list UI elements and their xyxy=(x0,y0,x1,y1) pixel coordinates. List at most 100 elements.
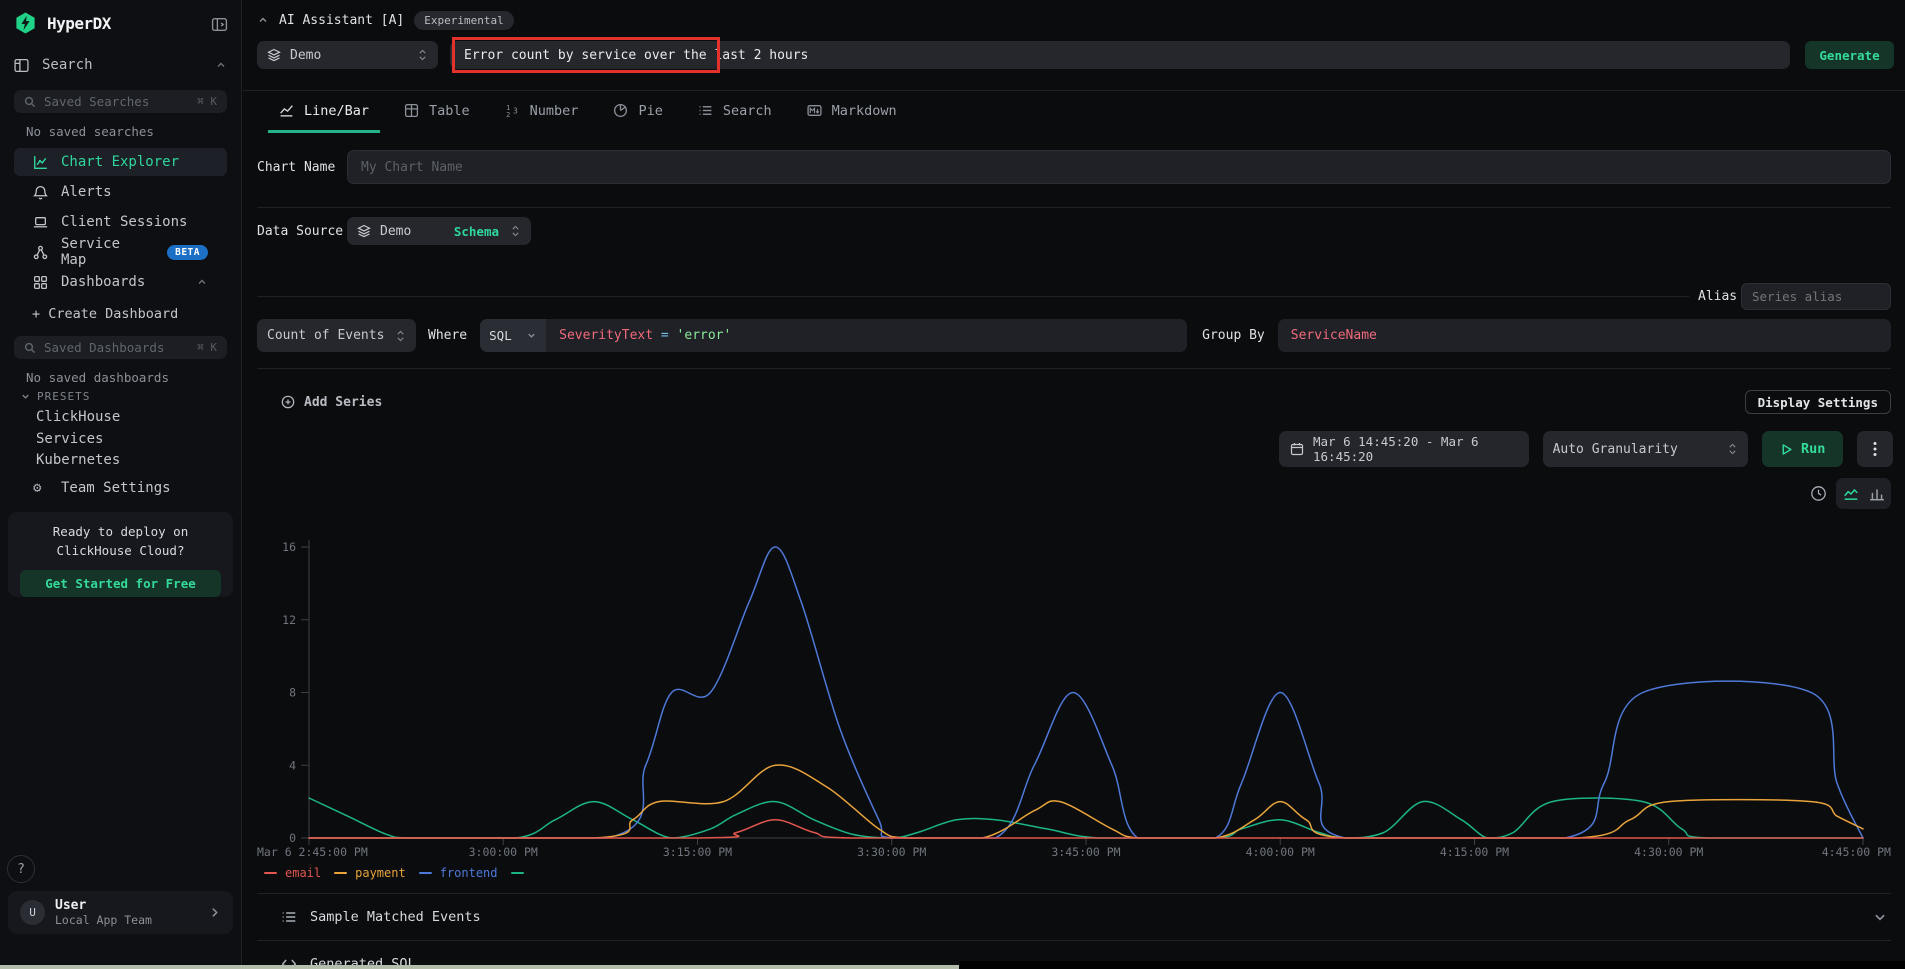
presets-label: PRESETS xyxy=(37,390,90,403)
sidebar-section-search[interactable]: Search xyxy=(14,52,227,78)
sidebar-item-team-settings[interactable]: ⚙ Team Settings xyxy=(14,474,227,502)
create-dashboard-button[interactable]: + Create Dashboard xyxy=(32,306,178,322)
tab-line-bar[interactable]: Line/Bar xyxy=(268,91,380,133)
shortcut-badge: ⌘ K xyxy=(197,341,217,354)
sql-operator-token: = xyxy=(661,328,669,343)
preset-item-clickhouse[interactable]: ClickHouse xyxy=(36,409,120,425)
layers-icon xyxy=(357,224,371,238)
user-menu[interactable]: U User Local App Team xyxy=(8,891,233,934)
line-chart-toggle-icon[interactable] xyxy=(1843,486,1859,502)
tab-search[interactable]: Search xyxy=(687,91,783,133)
chevron-down-icon xyxy=(526,330,537,341)
play-icon xyxy=(1780,443,1793,456)
time-range-value: Mar 6 14:45:20 - Mar 6 16:45:20 xyxy=(1313,434,1518,464)
chevron-up-icon xyxy=(215,59,227,71)
sidebar-item-alerts[interactable]: Alerts xyxy=(14,178,227,206)
time-range-picker[interactable]: Mar 6 14:45:20 - Mar 6 16:45:20 xyxy=(1279,431,1529,467)
ai-assistant-header[interactable]: AI Assistant [A] Experimental xyxy=(257,10,514,30)
tab-pie[interactable]: Pie xyxy=(602,91,673,133)
chevron-down-icon xyxy=(20,391,31,402)
timeseries-chart[interactable]: 0481216Mar 6 2:45:00 PM3:00:00 PM3:15:00… xyxy=(243,530,1905,865)
where-expression[interactable]: SeverityText = 'error' xyxy=(546,328,744,343)
saved-searches-input[interactable]: Saved Searches ⌘ K xyxy=(14,90,227,113)
sidebar-item-service-map[interactable]: Service Map BETA xyxy=(14,238,227,266)
sidebar-collapse-icon[interactable] xyxy=(207,12,231,36)
generate-button[interactable]: Generate xyxy=(1805,41,1894,69)
preset-item-kubernetes[interactable]: Kubernetes xyxy=(36,452,120,468)
svg-text:Mar 6 2:45:00 PM: Mar 6 2:45:00 PM xyxy=(257,845,368,859)
search-section-icon xyxy=(14,58,29,73)
divider xyxy=(257,368,1891,369)
saved-dashboards-placeholder: Saved Dashboards xyxy=(44,340,164,355)
sidebar: HyperDX Search Saved Searches ⌘ K No sav… xyxy=(0,0,242,969)
get-started-button[interactable]: Get Started for Free xyxy=(20,570,221,597)
run-controls: Mar 6 14:45:20 - Mar 6 16:45:20 Auto Gra… xyxy=(1279,431,1893,467)
sidebar-item-client-sessions[interactable]: Client Sessions xyxy=(14,208,227,236)
chart-name-label: Chart Name xyxy=(257,160,347,175)
add-series-button[interactable]: Add Series xyxy=(281,395,382,410)
number-icon: 123 xyxy=(505,103,520,118)
saved-dashboards-input[interactable]: Saved Dashboards ⌘ K xyxy=(14,336,227,359)
sidebar-section-label: Search xyxy=(42,57,93,73)
language-select[interactable]: SQL xyxy=(480,319,546,352)
legend-item[interactable]: payment xyxy=(334,866,406,880)
language-value: SQL xyxy=(489,328,512,343)
svg-text:3:45:00 PM: 3:45:00 PM xyxy=(1051,845,1120,859)
group-by-input[interactable]: ServiceName xyxy=(1278,319,1891,352)
chart-legend: email payment frontend xyxy=(264,866,532,880)
sidebar-item-chart-explorer[interactable]: Chart Explorer xyxy=(14,148,227,176)
calendar-icon xyxy=(1290,442,1304,456)
search-icon xyxy=(24,342,36,354)
legend-item[interactable]: email xyxy=(264,866,321,880)
svg-text:4: 4 xyxy=(289,758,296,772)
avatar: U xyxy=(20,900,45,925)
presets-header[interactable]: PRESETS xyxy=(20,390,90,403)
line-chart-icon xyxy=(279,103,294,118)
tab-number[interactable]: 123 Number xyxy=(494,91,590,133)
chart-type-tabs: Line/Bar Table 123 Number Pie xyxy=(243,90,1905,133)
legend-item[interactable] xyxy=(511,872,532,874)
table-icon xyxy=(404,103,419,118)
where-editor[interactable]: SQL SeverityText = 'error' xyxy=(480,319,1187,352)
bell-icon xyxy=(33,185,48,200)
sidebar-item-dashboards[interactable]: Dashboards xyxy=(14,268,227,296)
legend-item[interactable]: frontend xyxy=(419,866,498,880)
clock-icon[interactable] xyxy=(1810,485,1827,502)
tab-table[interactable]: Table xyxy=(393,91,481,133)
plus-circle-icon xyxy=(281,395,295,409)
run-button[interactable]: Run xyxy=(1762,431,1843,467)
tab-markdown[interactable]: Markdown xyxy=(796,91,908,133)
display-settings-button[interactable]: Display Settings xyxy=(1745,390,1891,414)
schema-link[interactable]: Schema xyxy=(454,224,499,239)
ai-source-select[interactable]: Demo xyxy=(257,41,438,69)
sidebar-item-label: Dashboards xyxy=(61,274,145,290)
no-saved-dashboards-text: No saved dashboards xyxy=(26,370,169,385)
alias-input[interactable] xyxy=(1741,283,1891,310)
user-team: Local App Team xyxy=(55,913,152,927)
bar-chart-toggle-icon[interactable] xyxy=(1869,486,1885,502)
chevron-updown-icon xyxy=(417,48,428,62)
ai-prompt-input[interactable] xyxy=(450,41,1790,69)
chart-name-input[interactable] xyxy=(347,150,1891,184)
tab-label: Table xyxy=(429,103,470,119)
sidebar-item-label: Alerts xyxy=(61,184,112,200)
svg-text:4:45:00 PM: 4:45:00 PM xyxy=(1822,845,1891,859)
more-options-button[interactable] xyxy=(1857,431,1893,467)
preset-item-services[interactable]: Services xyxy=(36,431,103,447)
chevron-down-icon xyxy=(1873,910,1887,924)
app-title: HyperDX xyxy=(47,14,111,33)
aggregation-select[interactable]: Count of Events xyxy=(257,319,416,352)
granularity-select[interactable]: Auto Granularity xyxy=(1543,431,1749,467)
main-content: AI Assistant [A] Experimental Demo Gener… xyxy=(243,0,1905,969)
legend-dash-icon xyxy=(419,872,432,874)
help-button[interactable]: ? xyxy=(7,855,35,883)
no-saved-searches-text: No saved searches xyxy=(26,124,154,139)
sidebar-item-label: Service Map xyxy=(61,236,142,268)
svg-text:3:15:00 PM: 3:15:00 PM xyxy=(663,845,732,859)
sample-matched-events-section[interactable]: Sample Matched Events xyxy=(257,894,1891,940)
add-series-label: Add Series xyxy=(304,395,382,410)
data-source-select[interactable]: Demo Schema xyxy=(347,217,531,245)
svg-text:8: 8 xyxy=(289,686,296,700)
tab-label: Search xyxy=(723,103,772,119)
legend-dash-icon xyxy=(334,872,347,874)
